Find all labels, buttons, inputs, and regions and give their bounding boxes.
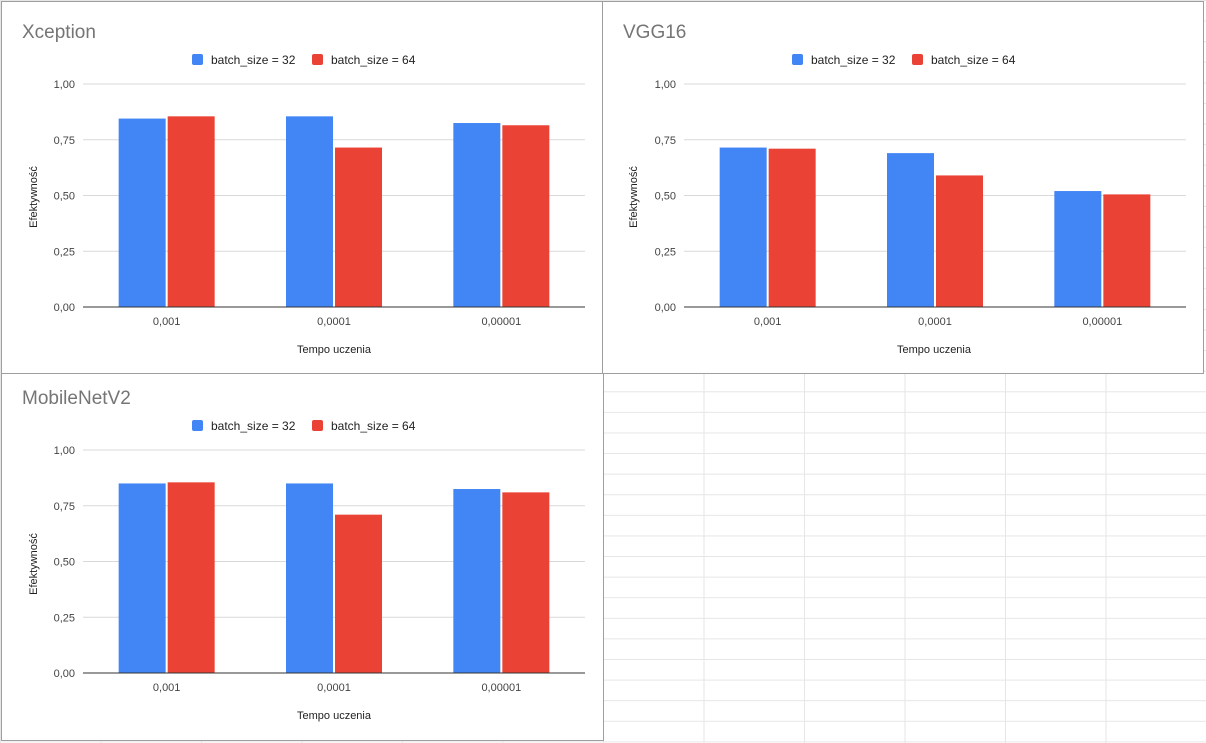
y-tick-label: 0,25 bbox=[655, 246, 676, 258]
chart-panel-mobilenetv2[interactable]: MobileNetV2 batch_size = 32 batch_size =… bbox=[1, 373, 604, 741]
x-axis-title: Tempo uczenia bbox=[297, 710, 372, 722]
bar-batch32[interactable] bbox=[286, 116, 333, 308]
bar-batch64[interactable] bbox=[335, 514, 382, 673]
y-tick-label: 0,75 bbox=[54, 501, 75, 513]
y-tick-label: 0,00 bbox=[54, 302, 75, 314]
legend-swatch-64 bbox=[312, 54, 323, 65]
legend-label-32: batch_size = 32 bbox=[211, 53, 296, 67]
legend-swatch-64 bbox=[312, 420, 323, 431]
x-tick-label: 0,0001 bbox=[317, 682, 351, 694]
x-tick-labels: 0,001 0,0001 0,00001 bbox=[153, 316, 521, 328]
y-tick-label: 1,00 bbox=[54, 445, 75, 457]
bars bbox=[118, 482, 550, 673]
bar-batch32[interactable] bbox=[1054, 191, 1102, 307]
gridlines bbox=[83, 449, 585, 618]
chart-mobilenetv2-svg: MobileNetV2 batch_size = 32 batch_size =… bbox=[22, 388, 585, 722]
y-tick-label: 0,25 bbox=[54, 246, 75, 258]
y-axis-title: Efektywność bbox=[628, 166, 640, 228]
bar-batch64[interactable] bbox=[167, 482, 215, 673]
chart-vgg16-svg: VGG16 batch_size = 32 batch_size = 64 0,… bbox=[623, 22, 1186, 356]
bar-batch32[interactable] bbox=[719, 147, 767, 307]
chart-panel-vgg16[interactable]: VGG16 batch_size = 32 batch_size = 64 0,… bbox=[602, 1, 1204, 374]
bar-batch64[interactable] bbox=[335, 147, 382, 307]
bar-batch64[interactable] bbox=[768, 148, 816, 307]
y-tick-labels: 0,00 0,25 0,50 0,75 1,00 bbox=[54, 445, 75, 680]
gridlines bbox=[83, 83, 585, 252]
bar-batch32[interactable] bbox=[453, 123, 501, 308]
x-axis-title: Tempo uczenia bbox=[897, 344, 972, 356]
y-axis-title: Efektywność bbox=[28, 533, 40, 595]
legend-label-64: batch_size = 64 bbox=[331, 53, 416, 67]
bars bbox=[118, 116, 550, 308]
y-tick-label: 0,75 bbox=[655, 135, 676, 147]
chart-title: VGG16 bbox=[623, 22, 686, 43]
x-tick-label: 0,0001 bbox=[918, 316, 952, 328]
x-tick-label: 0,001 bbox=[153, 316, 181, 328]
legend[interactable]: batch_size = 32 batch_size = 64 bbox=[792, 53, 1016, 67]
bar-batch64[interactable] bbox=[1103, 194, 1151, 307]
bars bbox=[719, 147, 1151, 307]
legend-label-32: batch_size = 32 bbox=[811, 53, 896, 67]
legend-label-64: batch_size = 64 bbox=[931, 53, 1016, 67]
chart-title: MobileNetV2 bbox=[22, 388, 131, 409]
bar-batch32[interactable] bbox=[453, 489, 501, 673]
x-tick-label: 0,001 bbox=[153, 682, 181, 694]
bar-batch64[interactable] bbox=[502, 492, 550, 673]
y-tick-labels: 0,00 0,25 0,50 0,75 1,00 bbox=[655, 79, 676, 314]
x-tick-label: 0,0001 bbox=[317, 316, 351, 328]
x-axis-title: Tempo uczenia bbox=[297, 344, 372, 356]
legend[interactable]: batch_size = 32 batch_size = 64 bbox=[192, 419, 416, 433]
y-tick-label: 1,00 bbox=[655, 79, 676, 91]
bar-batch32[interactable] bbox=[286, 483, 333, 673]
x-tick-label: 0,00001 bbox=[481, 682, 521, 694]
legend-swatch-32 bbox=[792, 54, 803, 65]
legend-label-64: batch_size = 64 bbox=[331, 419, 416, 433]
y-tick-label: 0,00 bbox=[54, 668, 75, 680]
bar-batch32[interactable] bbox=[118, 118, 166, 307]
bar-batch64[interactable] bbox=[167, 116, 215, 308]
bar-batch32[interactable] bbox=[887, 153, 934, 307]
x-tick-label: 0,00001 bbox=[1082, 316, 1122, 328]
y-tick-label: 0,25 bbox=[54, 612, 75, 624]
legend-label-32: batch_size = 32 bbox=[211, 419, 296, 433]
y-tick-label: 0,50 bbox=[655, 191, 676, 203]
y-tick-label: 0,50 bbox=[54, 557, 75, 569]
x-tick-labels: 0,001 0,0001 0,00001 bbox=[754, 316, 1122, 328]
y-tick-label: 0,50 bbox=[54, 191, 75, 203]
legend-swatch-32 bbox=[192, 54, 203, 65]
y-tick-label: 1,00 bbox=[54, 79, 75, 91]
y-axis-title: Efektywność bbox=[28, 166, 40, 228]
chart-xception-svg: Xception batch_size = 32 batch_size = 64… bbox=[22, 22, 585, 356]
y-tick-labels: 0,00 0,25 0,50 0,75 1,00 bbox=[54, 79, 75, 314]
chart-panel-xception[interactable]: Xception batch_size = 32 batch_size = 64… bbox=[1, 1, 603, 374]
y-tick-label: 0,75 bbox=[54, 135, 75, 147]
gridlines bbox=[684, 83, 1186, 252]
x-tick-label: 0,001 bbox=[754, 316, 782, 328]
legend[interactable]: batch_size = 32 batch_size = 64 bbox=[192, 53, 416, 67]
bar-batch64[interactable] bbox=[936, 175, 983, 307]
bar-batch32[interactable] bbox=[118, 483, 166, 673]
legend-swatch-64 bbox=[912, 54, 923, 65]
x-tick-labels: 0,001 0,0001 0,00001 bbox=[153, 682, 521, 694]
legend-swatch-32 bbox=[192, 420, 203, 431]
y-tick-label: 0,00 bbox=[655, 302, 676, 314]
bar-batch64[interactable] bbox=[502, 125, 550, 307]
x-tick-label: 0,00001 bbox=[481, 316, 521, 328]
chart-title: Xception bbox=[22, 22, 96, 43]
